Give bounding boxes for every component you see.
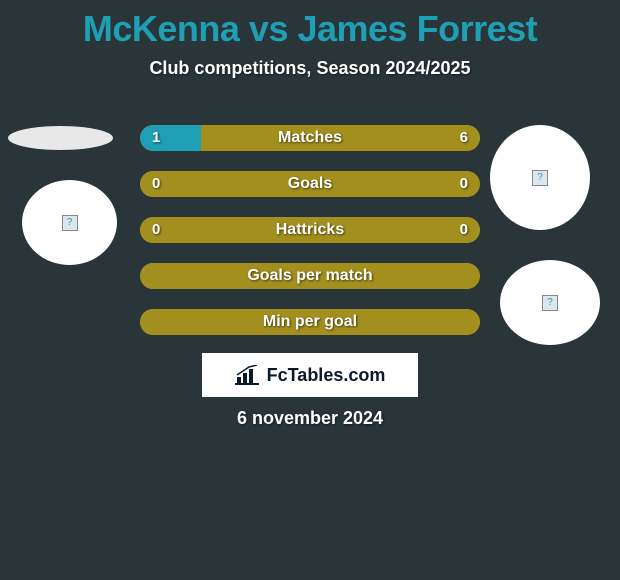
- missing-image-icon: ?: [62, 215, 78, 231]
- bar-chart-icon: [235, 365, 261, 385]
- comparison-title: McKenna vs James Forrest: [0, 0, 620, 50]
- stat-row-goals: 0Goals0: [140, 171, 480, 197]
- missing-image-icon: ?: [532, 170, 548, 186]
- date-line: 6 november 2024: [0, 408, 620, 429]
- brand-text: FcTables.com: [267, 365, 386, 386]
- avatar-left-bottom: ?: [22, 180, 117, 265]
- avatar-right-top: ?: [490, 125, 590, 230]
- stat-label: Min per goal: [140, 309, 480, 335]
- player1-name: McKenna: [83, 8, 240, 49]
- stat-value-right: 0: [460, 217, 468, 243]
- stat-label: Goals per match: [140, 263, 480, 289]
- stat-label: Matches: [140, 125, 480, 151]
- player2-name: James Forrest: [297, 8, 537, 49]
- stat-row-goals-per-match: Goals per match: [140, 263, 480, 289]
- stat-label: Goals: [140, 171, 480, 197]
- missing-image-icon: ?: [542, 295, 558, 311]
- brand-box: FcTables.com: [202, 353, 418, 397]
- stat-row-hattricks: 0Hattricks0: [140, 217, 480, 243]
- stat-value-right: 0: [460, 171, 468, 197]
- comparison-subtitle: Club competitions, Season 2024/2025: [0, 58, 620, 79]
- stat-row-matches: 1Matches6: [140, 125, 480, 151]
- vs-separator: vs: [249, 8, 288, 49]
- stat-label: Hattricks: [140, 217, 480, 243]
- stat-row-min-per-goal: Min per goal: [140, 309, 480, 335]
- comparison-bars: 1Matches60Goals00Hattricks0Goals per mat…: [140, 125, 480, 355]
- avatar-shadow-ellipse: [8, 126, 113, 150]
- stat-value-right: 6: [460, 125, 468, 151]
- avatar-right-bottom: ?: [500, 260, 600, 345]
